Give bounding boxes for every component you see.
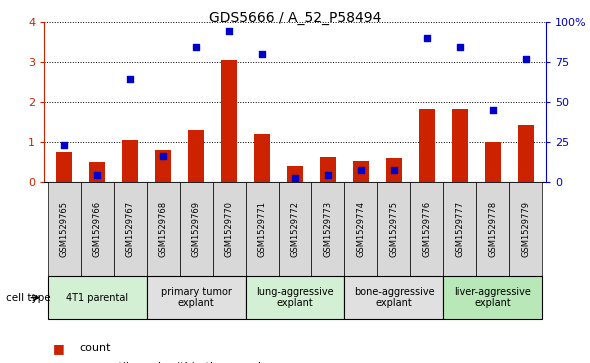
Bar xyxy=(452,109,468,182)
Point xyxy=(224,28,234,34)
Bar xyxy=(287,166,303,182)
Bar xyxy=(444,276,542,319)
Bar xyxy=(312,182,345,276)
Text: GSM1529769: GSM1529769 xyxy=(192,201,201,257)
Text: bone-aggressive
explant: bone-aggressive explant xyxy=(353,287,434,309)
Point xyxy=(257,51,267,57)
Point xyxy=(290,175,300,181)
Bar xyxy=(245,276,345,319)
Bar xyxy=(320,157,336,182)
Bar xyxy=(345,182,378,276)
Bar xyxy=(378,182,411,276)
Point xyxy=(323,172,333,178)
Point xyxy=(92,172,101,178)
Bar xyxy=(188,130,204,182)
Bar xyxy=(48,276,146,319)
Bar xyxy=(179,182,212,276)
Text: GSM1529768: GSM1529768 xyxy=(159,201,168,257)
Point xyxy=(389,167,399,173)
Point xyxy=(125,76,135,82)
Bar xyxy=(221,60,237,182)
Text: lung-aggressive
explant: lung-aggressive explant xyxy=(256,287,334,309)
Bar xyxy=(278,182,312,276)
Text: GSM1529778: GSM1529778 xyxy=(489,201,497,257)
Text: GDS5666 / A_52_P58494: GDS5666 / A_52_P58494 xyxy=(209,11,381,25)
Bar xyxy=(48,182,81,276)
Bar xyxy=(155,150,171,182)
Bar xyxy=(386,158,402,182)
Bar xyxy=(517,125,534,182)
Bar xyxy=(146,276,245,319)
Text: ■: ■ xyxy=(53,360,65,363)
Text: GSM1529776: GSM1529776 xyxy=(422,201,431,257)
Text: GSM1529772: GSM1529772 xyxy=(290,201,300,257)
Bar xyxy=(345,276,444,319)
Text: GSM1529767: GSM1529767 xyxy=(126,201,135,257)
Bar xyxy=(56,152,73,182)
Bar xyxy=(411,182,444,276)
Text: ■: ■ xyxy=(53,342,65,355)
Text: GSM1529765: GSM1529765 xyxy=(60,201,68,257)
Text: GSM1529771: GSM1529771 xyxy=(257,201,267,257)
Text: primary tumor
explant: primary tumor explant xyxy=(160,287,231,309)
Bar xyxy=(444,182,477,276)
Bar xyxy=(353,161,369,182)
Text: liver-aggressive
explant: liver-aggressive explant xyxy=(454,287,532,309)
Point xyxy=(489,107,498,113)
Bar xyxy=(254,134,270,182)
Text: GSM1529775: GSM1529775 xyxy=(389,201,398,257)
Bar xyxy=(88,162,105,182)
Point xyxy=(60,142,69,148)
Bar xyxy=(146,182,179,276)
Bar xyxy=(477,182,509,276)
Bar xyxy=(81,182,113,276)
Point xyxy=(158,153,168,159)
Point xyxy=(521,56,530,61)
Bar xyxy=(122,139,138,182)
Text: GSM1529777: GSM1529777 xyxy=(455,201,464,257)
Text: count: count xyxy=(80,343,111,354)
Point xyxy=(356,167,366,173)
Bar xyxy=(245,182,278,276)
Text: GSM1529779: GSM1529779 xyxy=(522,201,530,257)
Point xyxy=(191,44,201,50)
Text: GSM1529774: GSM1529774 xyxy=(356,201,365,257)
Point xyxy=(422,35,432,41)
Bar xyxy=(509,182,542,276)
Text: GSM1529766: GSM1529766 xyxy=(93,201,101,257)
Point xyxy=(455,44,465,50)
Text: percentile rank within the sample: percentile rank within the sample xyxy=(80,362,267,363)
Bar xyxy=(113,182,146,276)
Bar xyxy=(419,109,435,182)
Bar xyxy=(485,142,502,182)
Text: cell type: cell type xyxy=(6,293,51,303)
Bar xyxy=(212,182,245,276)
Text: GSM1529773: GSM1529773 xyxy=(323,201,333,257)
Text: 4T1 parental: 4T1 parental xyxy=(66,293,128,303)
Text: GSM1529770: GSM1529770 xyxy=(225,201,234,257)
